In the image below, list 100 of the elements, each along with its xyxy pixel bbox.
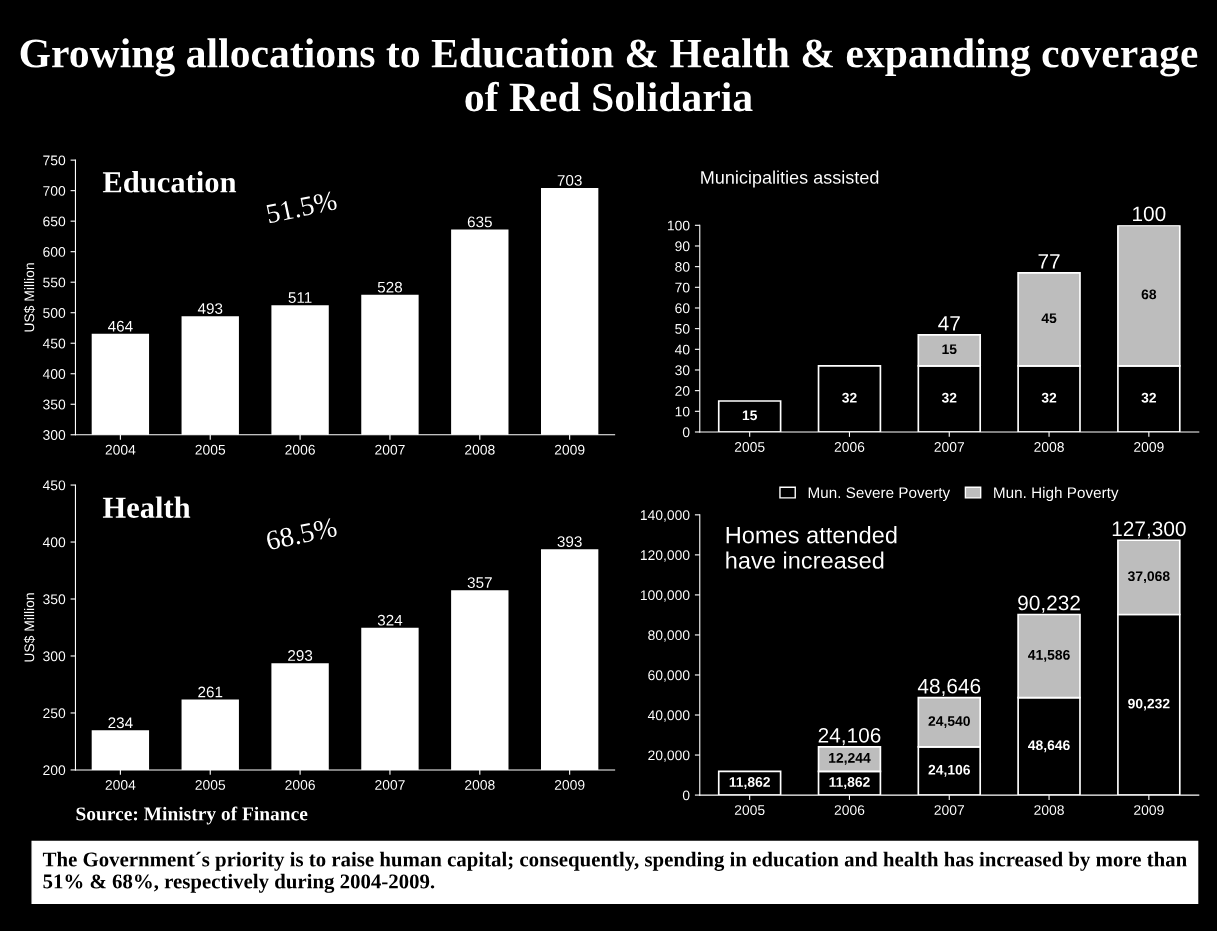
data-label: 32 <box>941 392 957 403</box>
x-tick-label: 2005 <box>195 444 226 455</box>
total-label: 127,300 <box>1112 521 1186 539</box>
y-tick-label: 30 <box>675 365 690 376</box>
y-tick-label: 450 <box>42 338 66 349</box>
y-tick-label: 80,000 <box>648 630 690 642</box>
y-tick-label: 50 <box>675 323 690 334</box>
data-label: 24,106 <box>928 764 970 777</box>
x-tick-label: 2007 <box>934 442 965 452</box>
data-label: 324 <box>377 614 403 626</box>
data-label: 15 <box>942 344 957 355</box>
x-tick-label: 2007 <box>934 805 965 815</box>
total-label: 47 <box>938 316 960 331</box>
y-tick-label: 250 <box>43 708 66 719</box>
y-tick-label: 100 <box>667 220 690 231</box>
data-label: 703 <box>557 174 582 186</box>
x-tick-label: 2009 <box>554 780 585 790</box>
data-label: 357 <box>467 577 492 589</box>
x-tick-label: 2006 <box>834 805 865 815</box>
chart-title: Growing allocations to Education & Health & expanding coverage of Red Solidaria <box>20 38 1198 112</box>
y-tick-label: 100,000 <box>640 590 690 602</box>
data-label: 15 <box>742 410 758 421</box>
x-tick-label: 2004 <box>105 780 136 790</box>
y-tick-label: 650 <box>43 216 66 227</box>
y-tick-label: 60 <box>675 303 690 314</box>
data-label: 32 <box>1141 392 1157 403</box>
y-tick-label: 350 <box>43 399 66 410</box>
x-tick-label: 2008 <box>1034 805 1064 815</box>
x-tick-label: 2006 <box>834 442 865 452</box>
y-tick-label: 0 <box>682 790 690 801</box>
y-tick-label: 80 <box>675 261 690 272</box>
y-tick-label: 120,000 <box>640 550 690 562</box>
x-tick-label: 2004 <box>105 444 136 455</box>
annotation: 68.5% <box>265 517 338 551</box>
data-label: 48,646 <box>1028 740 1070 753</box>
text: The Government´s priority is to raise human capital; consequently, spending in education and health has increased by more than 51% & 68%, respectively during 2004-2009. <box>42 851 1187 893</box>
y-tick-label: 350 <box>43 594 66 605</box>
y-tick-label: 700 <box>43 185 66 196</box>
data-label: 32 <box>1041 392 1057 403</box>
total-label: 48,646 <box>917 678 981 697</box>
y-tick-label: 600 <box>43 247 66 257</box>
x-tick-label: 2008 <box>465 780 495 790</box>
data-label: 24,540 <box>928 716 970 728</box>
x-tick-label: 2006 <box>285 780 315 790</box>
y-tick-label: 20 <box>675 385 690 396</box>
y-tick-label: 40 <box>674 344 690 355</box>
chart-subtitle: Education <box>102 171 237 193</box>
y-tick-label: 300 <box>43 651 66 662</box>
y-axis-title: US$ Million <box>23 263 36 332</box>
x-tick-label: 2007 <box>375 444 405 455</box>
y-tick-label: 40,000 <box>647 710 690 722</box>
chart-title: Municipalities assisted <box>701 170 879 188</box>
y-tick-label: 10 <box>675 406 690 417</box>
y-tick-label: 400 <box>42 537 66 548</box>
data-label: 68 <box>1141 289 1157 300</box>
total-label: 100 <box>1133 206 1166 222</box>
data-label: 261 <box>198 686 223 698</box>
data-label: 234 <box>108 717 133 729</box>
data-label: 37,068 <box>1127 571 1170 584</box>
total-label: 77 <box>1038 254 1060 269</box>
x-tick-label: 2005 <box>734 442 765 452</box>
y-tick-label: 140,000 <box>640 510 690 522</box>
data-label: 393 <box>557 536 582 547</box>
y-tick-label: 750 <box>43 155 66 166</box>
chart-subtitle: Health <box>102 496 191 518</box>
y-tick-label: 550 <box>43 277 66 288</box>
y-axis-title: US$ Million <box>23 593 36 662</box>
data-label: 493 <box>197 303 223 314</box>
data-label: 635 <box>467 216 492 228</box>
legend-label: Mun. High Poverty <box>994 486 1119 502</box>
data-label: 528 <box>377 281 403 293</box>
x-tick-label: 2009 <box>554 444 585 455</box>
x-tick-label: 2009 <box>1134 442 1164 452</box>
data-label: 464 <box>107 320 133 332</box>
data-label: 11,862 <box>729 777 770 789</box>
y-tick-label: 450 <box>42 480 66 491</box>
data-label: 90,232 <box>1128 698 1170 711</box>
y-tick-label: 70 <box>675 282 690 293</box>
data-label: 12,244 <box>829 752 871 765</box>
annotation: 51.5% <box>265 190 338 224</box>
x-tick-label: 2005 <box>734 805 765 815</box>
x-tick-label: 2007 <box>375 780 405 790</box>
total-label: 24,106 <box>818 727 881 746</box>
y-tick-label: 200 <box>43 765 66 776</box>
data-label: 11,862 <box>829 777 870 789</box>
data-label: 293 <box>288 650 313 661</box>
legend-label: Mun. Severe Poverty <box>808 487 951 502</box>
data-label: 511 <box>288 292 312 303</box>
x-tick-label: 2006 <box>285 444 315 455</box>
y-tick-label: 300 <box>43 430 66 440</box>
data-label: 41,586 <box>1028 649 1070 662</box>
y-tick-label: 500 <box>43 308 66 318</box>
data-label: 32 <box>842 392 857 403</box>
x-tick-label: 2005 <box>195 780 226 790</box>
text: Homes attended have increased <box>726 526 897 569</box>
y-tick-label: 90 <box>675 241 690 252</box>
x-tick-label: 2008 <box>1034 442 1064 452</box>
y-tick-label: 0 <box>682 427 690 438</box>
data-label: 45 <box>1041 313 1057 324</box>
source-note: Source: Ministry of Finance <box>76 806 308 825</box>
